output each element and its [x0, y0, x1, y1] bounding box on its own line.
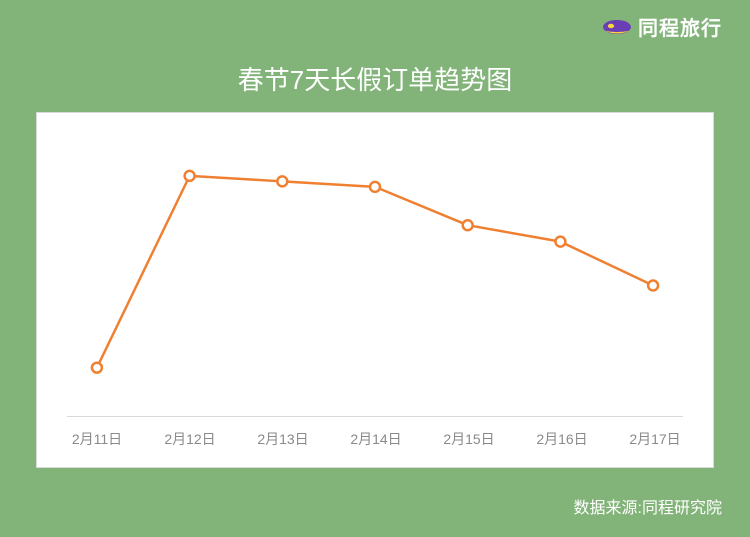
data-point	[92, 363, 102, 373]
x-axis-label: 2月14日	[350, 429, 401, 449]
page-root: 同程旅行 春节7天长假订单趋势图 2月11日 2月12日 2月13日 2月14日 2月1…	[0, 0, 750, 537]
brand-text: 同程旅行	[638, 12, 722, 41]
x-axis-label: 2月17日	[629, 429, 680, 449]
brand-badge: 同程旅行	[602, 12, 722, 41]
x-axis-label: 2月13日	[257, 429, 308, 449]
x-axis-labels: 2月11日 2月12日 2月13日 2月14日 2月15日 2月16日 2月17日	[67, 429, 683, 449]
data-point	[463, 220, 473, 230]
x-axis-label: 2月15日	[443, 429, 494, 449]
chart-svg	[67, 143, 683, 417]
chart-plot-area: 2月11日2月12日2月13日2月14日2月15日2月16日2月17日	[67, 143, 683, 417]
line-series	[97, 176, 653, 368]
data-point	[648, 281, 658, 291]
data-point	[185, 171, 195, 181]
x-axis-label: 2月16日	[536, 429, 587, 449]
x-axis-label: 2月11日	[72, 429, 122, 449]
data-point	[277, 176, 287, 186]
chart-title: 春节7天长假订单趋势图	[0, 60, 750, 97]
x-axis-baseline	[67, 416, 683, 417]
data-point	[370, 182, 380, 192]
brand-icon	[602, 18, 632, 36]
data-point	[555, 237, 565, 247]
x-axis-label: 2月12日	[164, 429, 215, 449]
chart-panel: 2月11日 2月12日 2月13日 2月14日 2月15日 2月16日 2月17日	[36, 112, 714, 468]
data-source: 数据来源:同程研究院	[574, 494, 722, 518]
